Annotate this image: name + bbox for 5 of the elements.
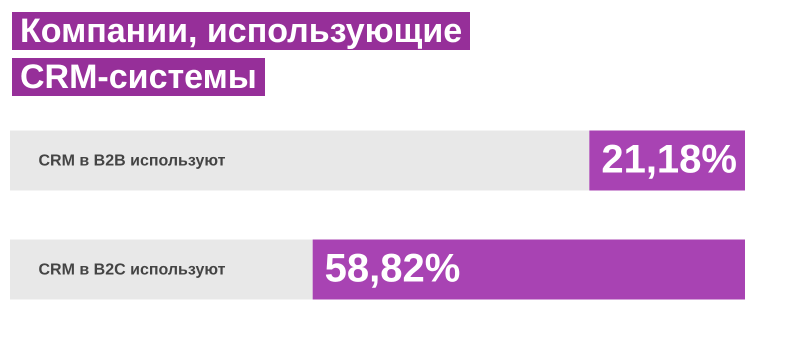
data-label: 58,82% <box>324 246 460 291</box>
data-label: 21,18% <box>601 137 737 182</box>
chart-title: Компании, использующие CRM-системы <box>12 12 470 96</box>
y-tick-label: CRM в B2C используют <box>38 262 226 279</box>
y-tick-label: CRM в B2B используют <box>38 152 226 170</box>
